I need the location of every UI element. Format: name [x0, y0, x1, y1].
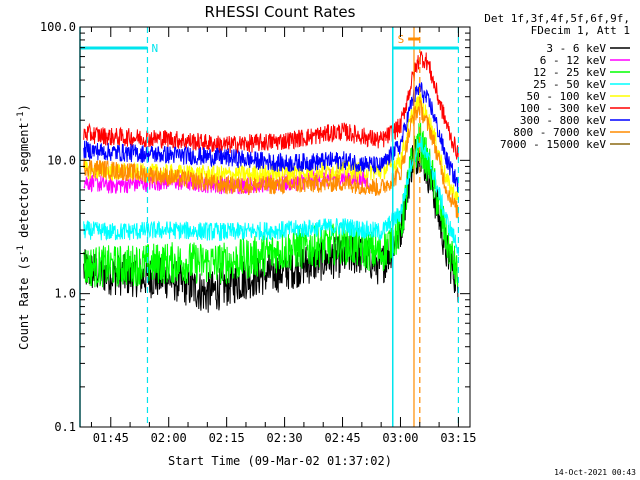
legend-entry-label: 25 - 50 keV — [533, 78, 606, 91]
legend-entry-label: 3 - 6 keV — [546, 42, 606, 55]
legend-entry-label: 800 - 7000 keV — [513, 126, 606, 139]
series-line-5 — [83, 50, 459, 160]
y-tick-label: 10.0 — [47, 153, 76, 167]
y-tick-label: 0.1 — [54, 420, 76, 434]
y-tick-label: 1.0 — [54, 287, 76, 301]
x-tick-label: 02:15 — [209, 431, 245, 445]
chart-title: RHESSI Count Rates — [205, 3, 356, 21]
x-tick-label: 02:45 — [324, 431, 360, 445]
series-line-3 — [83, 135, 459, 257]
plot-frame — [79, 26, 471, 428]
x-tick-label: 01:45 — [93, 431, 129, 445]
y-axis-label: Count Rate (s-1 detector segment-1) — [16, 104, 31, 350]
legend: Det 1f,3f,4f,5f,6f,9f,FDecim 1, Att 1 3 -… — [484, 12, 630, 151]
series-line-6 — [83, 82, 459, 193]
legend-entry-label: 50 - 100 keV — [527, 90, 607, 103]
x-tick-label: 03:00 — [382, 431, 418, 445]
legend-header: Det 1f,3f,4f,5f,6f,9f, — [484, 12, 630, 25]
attenuator-label: N — [151, 42, 158, 55]
series-line-7 — [83, 99, 459, 219]
x-tick-label: 02:00 — [151, 431, 187, 445]
legend-entry-label: 12 - 25 keV — [533, 66, 606, 79]
x-tick-label: 02:30 — [267, 431, 303, 445]
x-tick-label: 03:15 — [440, 431, 476, 445]
legend-entry-label: 6 - 12 keV — [540, 54, 607, 67]
legend-header: FDecim 1, Att 1 — [531, 24, 630, 37]
legend-entry-label: 7000 - 15000 keV — [500, 138, 606, 151]
shutter-label: S — [398, 33, 405, 46]
legend-entry-label: 100 - 300 keV — [520, 102, 606, 115]
x-axis-label: Start Time (09-Mar-02 01:37:02) — [168, 454, 392, 468]
footer-timestamp: 14-Oct-2021 00:43 — [554, 468, 636, 477]
y-tick-label: 100.0 — [40, 20, 76, 34]
series-line-2 — [83, 122, 459, 288]
legend-entry-label: 300 - 800 keV — [520, 114, 606, 127]
